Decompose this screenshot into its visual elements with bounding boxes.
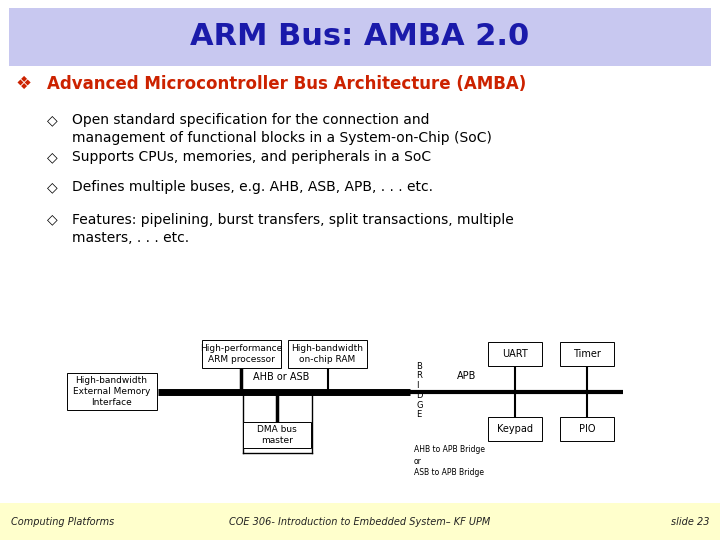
Text: COE 306- Introduction to Embedded System– KF UPM: COE 306- Introduction to Embedded System… — [230, 517, 490, 526]
Text: AHB or ASB: AHB or ASB — [253, 372, 309, 382]
Text: ◇: ◇ — [47, 150, 58, 164]
FancyBboxPatch shape — [9, 8, 711, 66]
FancyBboxPatch shape — [202, 340, 281, 368]
Text: UART: UART — [502, 349, 528, 359]
Text: ❖: ❖ — [16, 75, 32, 93]
Text: APB: APB — [457, 370, 477, 381]
Text: PIO: PIO — [579, 424, 595, 434]
Text: DMA bus
master: DMA bus master — [257, 424, 297, 445]
Text: Supports CPUs, memories, and peripherals in a SoC: Supports CPUs, memories, and peripherals… — [72, 150, 431, 164]
Text: Advanced Microcontroller Bus Architecture (AMBA): Advanced Microcontroller Bus Architectur… — [47, 75, 526, 93]
FancyBboxPatch shape — [0, 503, 720, 540]
FancyBboxPatch shape — [560, 417, 613, 442]
Text: ◇: ◇ — [47, 213, 58, 227]
Text: Timer: Timer — [573, 349, 600, 359]
FancyBboxPatch shape — [488, 342, 541, 366]
Text: High-bandwidth
External Memory
Interface: High-bandwidth External Memory Interface — [73, 376, 150, 407]
FancyBboxPatch shape — [488, 417, 541, 442]
Text: Keypad: Keypad — [497, 424, 533, 434]
Text: AHB to APB Bridge
or
ASB to APB Bridge: AHB to APB Bridge or ASB to APB Bridge — [414, 446, 485, 477]
Text: ◇: ◇ — [47, 113, 58, 127]
FancyBboxPatch shape — [288, 340, 367, 368]
Text: ◇: ◇ — [47, 180, 58, 194]
Text: slide 23: slide 23 — [671, 517, 709, 526]
FancyBboxPatch shape — [243, 422, 311, 448]
Text: Defines multiple buses, e.g. AHB, ASB, APB, . . . etc.: Defines multiple buses, e.g. AHB, ASB, A… — [72, 180, 433, 194]
FancyBboxPatch shape — [66, 373, 157, 410]
Text: ARM Bus: AMBA 2.0: ARM Bus: AMBA 2.0 — [190, 22, 530, 51]
FancyBboxPatch shape — [560, 342, 613, 366]
Text: Open standard specification for the connection and
management of functional bloc: Open standard specification for the conn… — [72, 113, 492, 145]
Text: Computing Platforms: Computing Platforms — [11, 517, 114, 526]
Text: B
R
I
D
G
E: B R I D G E — [416, 362, 423, 419]
Text: High-bandwidth
on-chip RAM: High-bandwidth on-chip RAM — [292, 343, 364, 364]
Text: High-performance
ARM processor: High-performance ARM processor — [200, 343, 282, 364]
Text: Features: pipelining, burst transfers, split transactions, multiple
masters, . .: Features: pipelining, burst transfers, s… — [72, 213, 514, 245]
